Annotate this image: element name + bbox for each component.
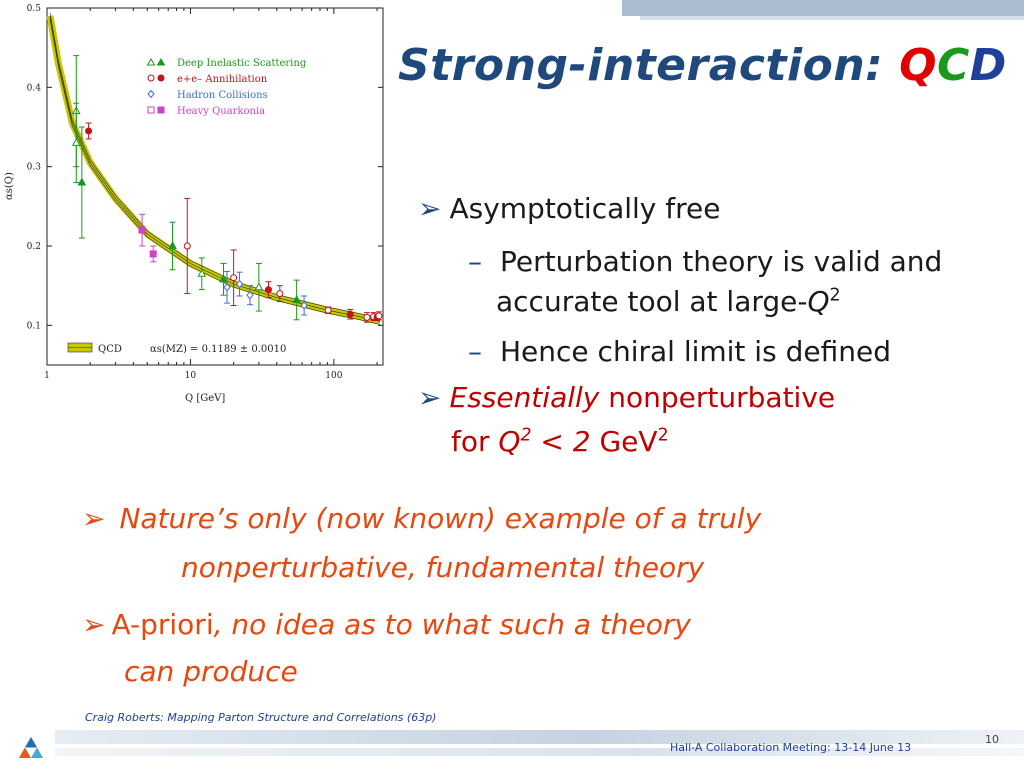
sub-bullet-chiral: – Hence chiral limit is defined bbox=[468, 335, 891, 368]
y-tick-label: 0.3 bbox=[27, 163, 42, 173]
legend-ee-marker bbox=[147, 74, 155, 82]
legend-label: Heavy Quarkonia bbox=[177, 106, 265, 117]
plot-frame bbox=[46, 7, 384, 366]
bullet-text: GeV bbox=[590, 425, 658, 458]
bullet-a-priori-cont: can produce bbox=[124, 655, 298, 688]
legend-label: Hadron Collisions bbox=[177, 90, 268, 101]
hadron-point bbox=[223, 282, 231, 292]
hadron-point bbox=[300, 301, 308, 310]
superscript: 2 bbox=[657, 425, 669, 446]
bullet-text: A-priori bbox=[111, 608, 214, 641]
bullet-a-priori: ➢ A-priori, no idea as to what such a the… bbox=[82, 608, 691, 641]
hadron-point bbox=[246, 290, 254, 300]
legend-ee-marker bbox=[157, 74, 165, 82]
dash-bullet-icon: – bbox=[468, 335, 482, 368]
arrow-bullet-icon: ➢ bbox=[82, 608, 106, 641]
superscript: 2 bbox=[829, 285, 841, 306]
dash-bullet-icon: – bbox=[468, 245, 482, 278]
q-symbol: Q bbox=[807, 285, 830, 318]
ee-point bbox=[264, 286, 272, 294]
ee-point bbox=[230, 274, 238, 282]
bullet-nonperturbative-cont: for Q2 < 2 GeV2 bbox=[451, 425, 669, 458]
q-symbol: Q bbox=[498, 425, 521, 458]
title-d: D bbox=[969, 40, 1007, 91]
bullet-text: nonperturbative bbox=[599, 381, 836, 414]
sub-bullet-perturbation-cont: accurate tool at large-Q2 bbox=[496, 285, 841, 318]
bullet-text: < 2 bbox=[531, 425, 591, 458]
dis-point bbox=[168, 240, 177, 249]
dis-point bbox=[197, 268, 207, 277]
bullet-text-italic: , no idea as to what such a theory bbox=[213, 608, 691, 641]
dis-point bbox=[71, 137, 81, 146]
sub-bullet-text: Perturbation theory is valid and bbox=[500, 245, 943, 278]
title-c: C bbox=[936, 40, 970, 91]
footer-decoration-band bbox=[55, 730, 1024, 744]
legend-quarkonia-marker bbox=[147, 106, 155, 114]
arrow-bullet-icon: ➢ bbox=[418, 192, 442, 225]
quarkonia-point bbox=[149, 250, 157, 258]
legend-qcd-label: QCD bbox=[98, 344, 122, 355]
ee-point bbox=[183, 242, 191, 250]
hadron-point bbox=[235, 279, 244, 289]
arrow-bullet-icon: ➢ bbox=[82, 502, 106, 535]
ee-point bbox=[346, 310, 354, 318]
y-tick-label: 0.5 bbox=[27, 4, 42, 14]
y-axis-label: αs(Q) bbox=[4, 172, 15, 200]
dis-point bbox=[292, 294, 301, 303]
legend-hadron-marker bbox=[147, 89, 155, 99]
y-tick-label: 0.1 bbox=[27, 321, 41, 331]
footer-citation: Craig Roberts: Mapping Parton Structure … bbox=[85, 711, 437, 724]
arrow-bullet-icon: ➢ bbox=[418, 381, 442, 414]
bullet-text-italic: Essentially bbox=[449, 381, 600, 414]
argonne-logo-icon bbox=[19, 737, 43, 758]
slide-title: Strong-interaction: QCD bbox=[398, 40, 1007, 91]
y-tick-label: 0.2 bbox=[27, 242, 41, 252]
ee-point bbox=[324, 306, 332, 314]
page-number: 10 bbox=[985, 733, 999, 746]
bullet-asymptotic-freedom: ➢ Asymptotically free bbox=[418, 192, 721, 225]
alpha-s-running-chart: 0.1 0.2 0.3 0.4 0.5 1 10 100 Q [GeV] αs(Q) Deep In… bbox=[4, 4, 384, 404]
dis-point bbox=[219, 274, 228, 283]
qcd-band-edge-lower bbox=[49, 18, 381, 325]
bullet-text: for bbox=[451, 425, 499, 458]
title-q: Q bbox=[899, 40, 937, 91]
sub-bullet-text: Hence chiral limit is defined bbox=[500, 335, 891, 368]
bullet-nature-only-cont: nonperturbative, fundamental theory bbox=[181, 551, 704, 584]
x-tick-label: 10 bbox=[185, 371, 197, 381]
legend-dis-marker bbox=[156, 58, 166, 66]
footer-decoration-band-thin bbox=[55, 748, 1024, 756]
superscript: 2 bbox=[520, 425, 532, 446]
bullet-nonperturbative: ➢ Essentially nonperturbative bbox=[418, 381, 835, 414]
quarkonia-point bbox=[138, 226, 146, 234]
sub-bullet-perturbation: – Perturbation theory is valid and bbox=[468, 245, 942, 278]
legend-label: Deep Inelastic Scattering bbox=[177, 58, 307, 69]
top-decoration-band-thin bbox=[640, 16, 1024, 20]
sub-bullet-text: accurate tool at large- bbox=[496, 285, 808, 318]
ee-point bbox=[276, 290, 284, 298]
title-prefix: Strong-interaction: bbox=[398, 40, 900, 91]
bullet-text: Asymptotically free bbox=[449, 192, 721, 225]
x-tick-label: 100 bbox=[325, 371, 342, 381]
bullet-text: Nature’s only (now known) example of a t… bbox=[119, 502, 762, 535]
ee-point bbox=[85, 127, 93, 135]
bullet-text: can produce bbox=[124, 655, 298, 688]
dis-point bbox=[254, 282, 264, 291]
bullet-text: nonperturbative, fundamental theory bbox=[181, 551, 705, 584]
x-axis-label: Q [GeV] bbox=[185, 393, 225, 404]
legend-label: e+e– Annihilation bbox=[177, 74, 268, 85]
y-tick-label: 0.4 bbox=[27, 83, 42, 93]
ee-point bbox=[375, 312, 383, 320]
chart-annotation: αs(MZ) = 0.1189 ± 0.0010 bbox=[150, 344, 286, 355]
footer-meeting: Hall-A Collaboration Meeting: 13-14 June… bbox=[670, 741, 912, 754]
dis-point bbox=[77, 177, 87, 186]
top-decoration-band bbox=[622, 0, 1024, 16]
ee-point bbox=[363, 313, 371, 321]
legend-quarkonia-marker bbox=[157, 106, 165, 114]
qcd-band-edge-upper bbox=[49, 12, 381, 319]
x-tick-label: 1 bbox=[44, 371, 50, 381]
bullet-nature-only: ➢ Nature’s only (now known) example of a … bbox=[82, 502, 761, 535]
legend-dis-marker bbox=[146, 58, 156, 66]
